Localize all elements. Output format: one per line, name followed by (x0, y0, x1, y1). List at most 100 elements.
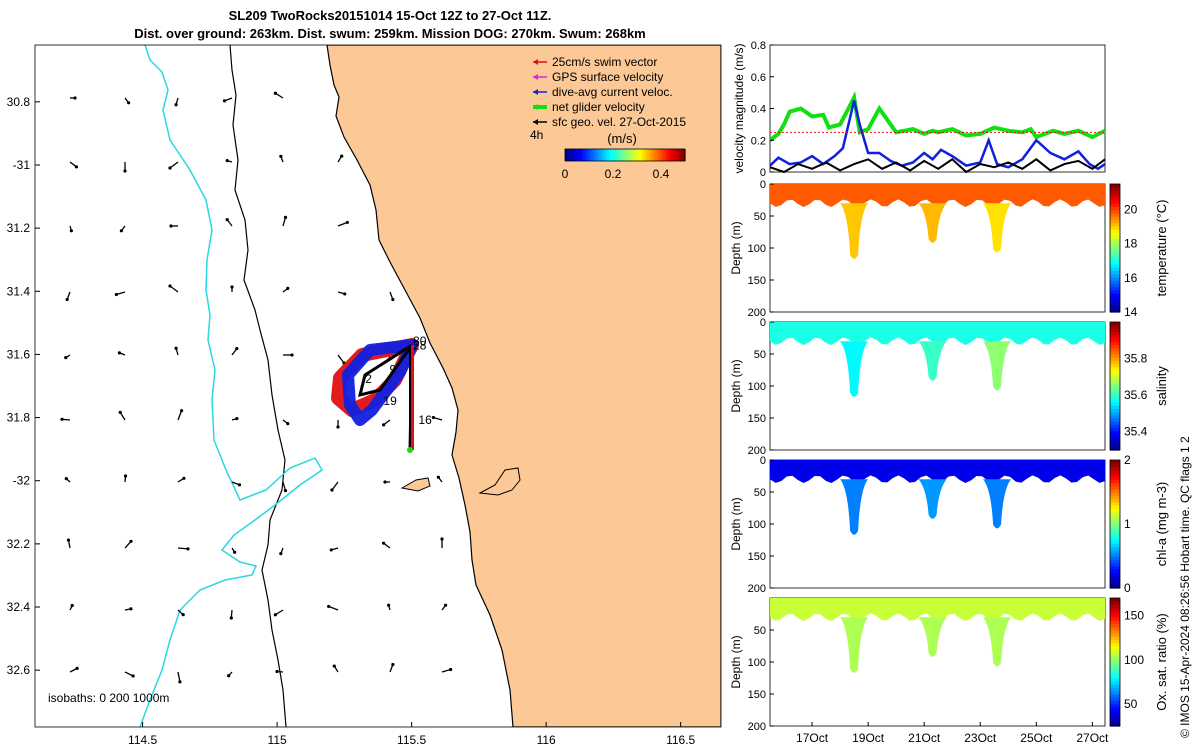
geo-arrowhead (131, 674, 135, 678)
geo-arrowhead (283, 215, 288, 219)
colorbar-cell (1110, 244, 1120, 249)
colorbar-cell (1110, 289, 1120, 294)
speed-colorbar-cell (663, 149, 666, 161)
speed-colorbar-cell (609, 149, 612, 161)
velocity-y-tick-label: 0.6 (751, 72, 766, 84)
velocity-y-tick-label: 0.8 (751, 40, 766, 52)
colorbar-cell (1110, 514, 1120, 519)
geo-arrowhead (391, 297, 395, 302)
geo-arrowhead (123, 474, 128, 478)
colorbar-cell (1110, 674, 1120, 679)
current-velocity-track (342, 339, 418, 426)
colorbar-cell (1110, 710, 1120, 714)
colorbar-tick-label: 14 (1124, 305, 1138, 319)
colorbar-cell (1110, 382, 1120, 387)
colorbar-cell (1110, 402, 1120, 406)
colorbar-cell (1110, 216, 1120, 220)
speed-colorbar-cell (579, 149, 582, 161)
time-x-tick-label: 23Oct (964, 731, 997, 745)
geo-arrowhead (336, 425, 340, 429)
colorbar-cell (1110, 536, 1120, 541)
map-x-tick-label: 116.5 (666, 733, 695, 747)
colorbar-cell (1110, 325, 1120, 329)
geo-arrowhead (237, 483, 242, 487)
speed-colorbar-cell (617, 149, 620, 161)
depth-y-tick-label: 200 (748, 445, 766, 457)
dive-profile (983, 617, 1012, 667)
depth-panel-4: 50 100 150 Ox. sat. ratio (%) 50 100 150 200 Dep… (729, 597, 1169, 745)
colorbar-cell (1110, 601, 1120, 605)
colorbar-frame (1109, 459, 1121, 589)
velocity-y-tick-label: 0.4 (751, 104, 766, 116)
geo-arrowhead (118, 410, 122, 414)
legend-entry: 25cm/s swim vector (552, 55, 657, 69)
colorbar-cell (1110, 222, 1120, 227)
colorbar-label: Ox. sat. ratio (%) (1154, 613, 1169, 711)
colorbar-cell (1110, 639, 1120, 644)
colorbar-cell (1110, 617, 1120, 621)
speed-colorbar-cell (589, 149, 592, 161)
isobath-200m (229, 45, 287, 727)
geo-arrowhead (64, 477, 68, 481)
speed-colorbar-cell (577, 149, 580, 161)
colorbar-cell (1110, 305, 1120, 310)
speed-colorbar-title: (m/s) (607, 131, 637, 146)
speed-colorbar-cell (567, 149, 570, 161)
colorbar-cell (1110, 697, 1120, 701)
speed-colorbar-cell (675, 149, 678, 161)
colorbar-tick-label: 20 (1124, 203, 1138, 217)
time-x-tick-label: 17Oct (796, 731, 829, 745)
geo-arrowhead (440, 537, 444, 541)
speed-colorbar-tick-label: 0.2 (605, 167, 622, 181)
velocity-series-line (769, 158, 1106, 174)
colorbar-cell (1110, 626, 1120, 631)
colorbar-cell (1110, 668, 1120, 673)
depth-panel-1: 14 16 18 20 temperature (°C) 0 50 100 150 200 Dept… (729, 179, 1169, 319)
colorbar-cell (1110, 408, 1120, 413)
geo-arrowhead (273, 613, 277, 617)
geo-arrowhead (70, 603, 74, 608)
speed-colorbar-cell (603, 149, 606, 161)
geo-arrowhead (383, 480, 387, 484)
colorbar-cell (1110, 270, 1120, 275)
colorbar-cell (1110, 633, 1120, 637)
colorbar-cell (1110, 251, 1120, 255)
speed-colorbar-cell (595, 149, 598, 161)
geo-arrowhead (174, 346, 178, 350)
legend-entry: dive-avg current veloc. (552, 85, 673, 99)
colorbar-cell (1110, 354, 1120, 358)
colorbar-cell (1110, 479, 1120, 483)
speed-colorbar-tick-label: 0.4 (653, 167, 670, 181)
speed-colorbar-cell (621, 149, 624, 161)
colorbar-cell (1110, 286, 1120, 291)
colorbar-cell (1110, 414, 1120, 419)
colorbar-cell (1110, 225, 1120, 230)
geo-velocity-arrows (60, 91, 453, 684)
colorbar-cell (1110, 511, 1120, 515)
speed-colorbar-cell (593, 149, 596, 161)
colorbar-cell (1110, 283, 1120, 287)
speed-colorbar-cell (655, 149, 658, 161)
colorbar-cell (1110, 700, 1120, 705)
speed-colorbar-cell (653, 149, 656, 161)
chart-subtitle: Dist. over ground: 263km. Dist. swum: 25… (134, 26, 646, 41)
colorbar-cell (1110, 430, 1120, 435)
geo-arrowhead (235, 347, 239, 351)
depth-ylabel: Depth (m) (729, 221, 743, 274)
speed-colorbar-cell (625, 149, 628, 161)
legend-entry: sfc geo. vel. 27-Oct-2015 (552, 115, 686, 129)
geo-arrowhead (168, 166, 172, 170)
dive-profile (840, 479, 869, 535)
geo-arrowhead (225, 218, 229, 222)
geo-arrow (177, 547, 189, 550)
geo-arrowhead (229, 616, 233, 620)
colorbar-cell (1110, 598, 1120, 602)
geo-arrowhead (382, 423, 386, 427)
geo-arrowhead (329, 548, 333, 552)
velocity-ylabel: velocity magnitude (m/s) (732, 43, 746, 173)
track-day-label: 9 (389, 362, 396, 376)
colorbar-tick-label: 35.4 (1124, 425, 1148, 439)
colorbar-cell (1110, 620, 1120, 625)
colorbar-cell (1110, 565, 1120, 570)
speed-colorbar-cell (583, 149, 586, 161)
